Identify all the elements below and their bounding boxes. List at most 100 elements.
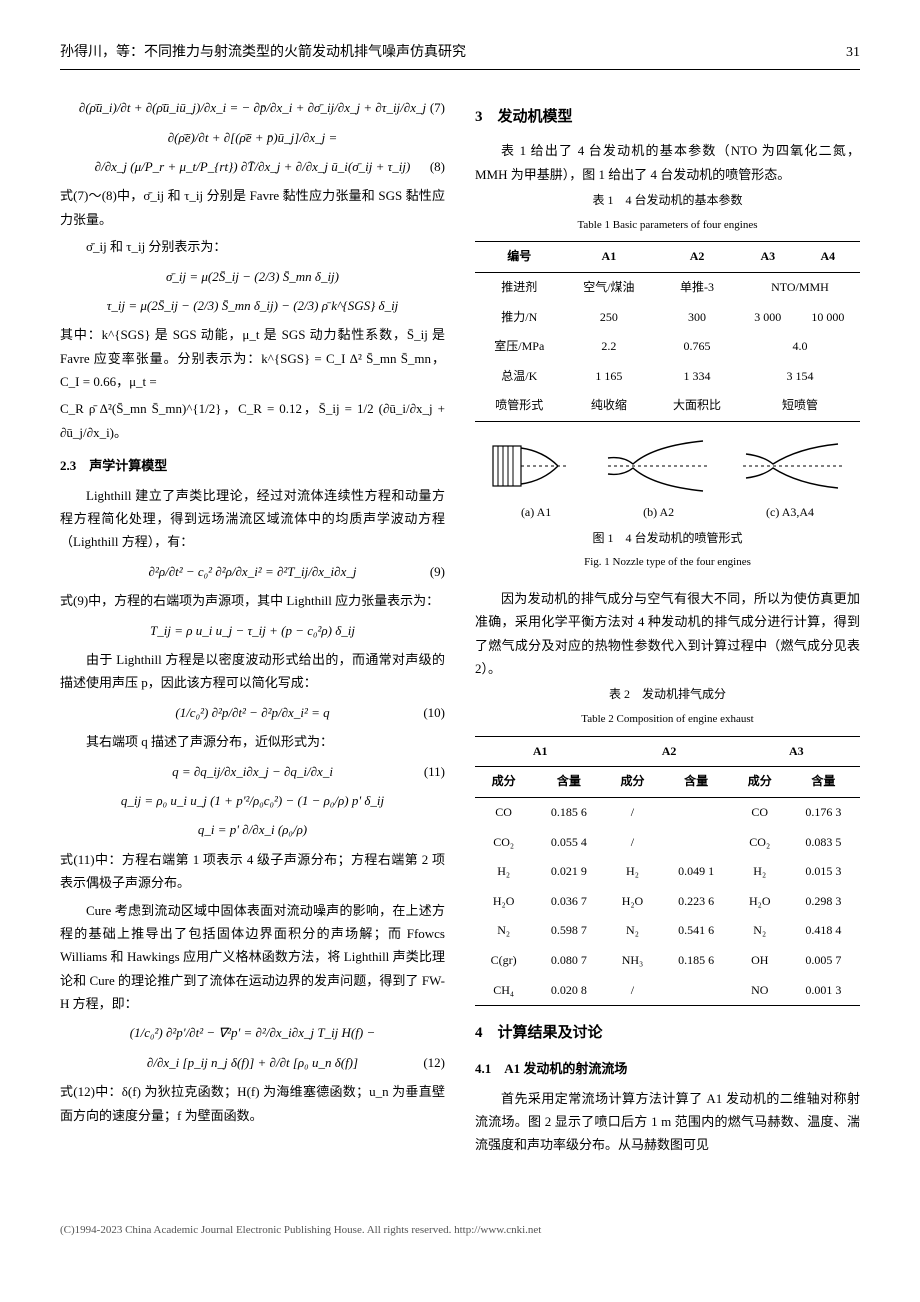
para-where1: 其中：k^{SGS} 是 SGS 动能，μ_t 是 SGS 动力黏性系数，S̄_…	[60, 323, 445, 393]
td: 1 165	[564, 362, 655, 392]
para-sec41: 首先采用定常流场计算方法计算了 A1 发动机的二维轴对称射流流场。图 2 显示了…	[475, 1087, 860, 1157]
para-sigma-tau-intro: σ̄_ij 和 τ_ij 分别表示为：	[60, 235, 445, 258]
equation-tau: τ_ij = μ(2S̄_ij − (2/3) S̄_mn δ_ij) − (2…	[60, 294, 445, 317]
table-row: H₂0.021 9H₂0.049 1H₂0.015 3	[475, 857, 860, 887]
td: 0.176 3	[787, 798, 860, 828]
td: 3 154	[740, 362, 860, 392]
left-column: ∂(ρ̄ū_i)/∂t + ∂(ρ̄ū_iū_j)/∂x_i = − ∂p̄/∂…	[60, 90, 445, 1161]
eq12-num: (12)	[423, 1051, 445, 1074]
table-row: 推进剂空气/煤油单推-3NTO/MMH	[475, 272, 860, 302]
td: 1 334	[654, 362, 740, 392]
td: 0.185 6	[532, 798, 605, 828]
td: 3 000	[740, 303, 796, 333]
td: 0.001 3	[787, 976, 860, 1006]
fig1-label-a: (a) A1	[521, 502, 551, 524]
header-title: 孙得川，等：不同推力与射流类型的火箭发动机排气噪声仿真研究	[60, 40, 466, 65]
para-q-intro: 其右端项 q 描述了声源分布，近似形式为：	[60, 730, 445, 753]
eq9-body: ∂²ρ/∂t² − c₀² ∂²ρ/∂x_i² = ∂²T_ij/∂x_i∂x_…	[149, 564, 357, 579]
eq11a-body: q = ∂q_ij/∂x_i∂x_j − ∂q_i/∂x_i	[172, 764, 333, 779]
td: N₂	[733, 916, 787, 946]
th: A2	[605, 736, 732, 767]
td: NO	[733, 976, 787, 1006]
equation-12a: (1/c₀²) ∂²p'/∂t² − ∇²p' = ∂²/∂x_i∂x_j T_…	[60, 1021, 445, 1044]
section-3-title: 3 发动机模型	[475, 104, 860, 131]
table1-caption: 表 1 4 台发动机的基本参数	[475, 190, 860, 212]
equation-11a: q = ∂q_ij/∂x_i∂x_j − ∂q_i/∂x_i (11)	[60, 760, 445, 783]
eq9-num: (9)	[430, 560, 445, 583]
eq8-body: ∂/∂x_j (μ/P_r + μ_t/P_{rt}) ∂T̄/∂x_j + ∂…	[95, 159, 411, 174]
equation-8b: ∂/∂x_j (μ/P_r + μ_t/P_{rt}) ∂T̄/∂x_j + ∂…	[60, 155, 445, 178]
td	[660, 828, 733, 858]
section-4-title: 4 计算结果及讨论	[475, 1020, 860, 1047]
td: N₂	[605, 916, 659, 946]
equation-10: (1/c₀²) ∂²p/∂t² − ∂²p/∂x_i² = q (10)	[60, 701, 445, 724]
td: N₂	[475, 916, 532, 946]
para-lighthill-1: Lighthill 建立了声类比理论，经过对流体连续性方程和动量方程方程简化处理…	[60, 484, 445, 554]
td: CO	[475, 798, 532, 828]
table-1-header-row: 编号 A1 A2 A3 A4	[475, 242, 860, 273]
th: 含量	[660, 767, 733, 798]
td: 0.298 3	[787, 887, 860, 917]
table1-caption-en: Table 1 Basic parameters of four engines	[475, 216, 860, 236]
equation-sigma: σ̄_ij = μ(2S̄_ij − (2/3) S̄_mn δ_ij)	[60, 265, 445, 288]
td: 0.083 5	[787, 828, 860, 858]
th: 成分	[475, 767, 532, 798]
td: NH₃	[605, 946, 659, 976]
td: 300	[654, 303, 740, 333]
td: 0.080 7	[532, 946, 605, 976]
td: /	[605, 828, 659, 858]
td: 0.598 7	[532, 916, 605, 946]
td: H₂	[475, 857, 532, 887]
table-row: 推力/N2503003 00010 000	[475, 303, 860, 333]
th: A2	[654, 242, 740, 273]
td: 室压/MPa	[475, 332, 564, 362]
page-footer: (C)1994-2023 China Academic Journal Elec…	[60, 1221, 860, 1241]
td: 0.005 7	[787, 946, 860, 976]
td: 纯收缩	[564, 391, 655, 421]
page-number: 31	[846, 40, 860, 65]
td: C(gr)	[475, 946, 532, 976]
td: 单推-3	[654, 272, 740, 302]
td: 0.036 7	[532, 887, 605, 917]
table2-caption-en: Table 2 Composition of engine exhaust	[475, 710, 860, 730]
td: 0.055 4	[532, 828, 605, 858]
td: 0.765	[654, 332, 740, 362]
td: 0.223 6	[660, 887, 733, 917]
td: /	[605, 798, 659, 828]
th: A1	[564, 242, 655, 273]
table-2: A1 A2 A3 成分 含量 成分 含量 成分 含量 CO0.185 6/CO0…	[475, 736, 860, 1006]
td: 0.021 9	[532, 857, 605, 887]
td: 4.0	[740, 332, 860, 362]
eq12-body: ∂/∂x_i [p_ij n_j δ(f)] + ∂/∂t [ρ₀ u_n δ(…	[147, 1055, 358, 1070]
fig1-label-c: (c) A3,A4	[766, 502, 814, 524]
equation-11b: q_ij = ρ₀ u_i u_j (1 + p'²/ρ₀c₀²) − (1 −…	[60, 789, 445, 812]
table-row: 室压/MPa2.20.7654.0	[475, 332, 860, 362]
td: 250	[564, 303, 655, 333]
td: 短喷管	[740, 391, 860, 421]
td: CO₂	[475, 828, 532, 858]
table-2-sub-row: 成分 含量 成分 含量 成分 含量	[475, 767, 860, 798]
td: CO	[733, 798, 787, 828]
table-row: C(gr)0.080 7NH₃0.185 6OH0.005 7	[475, 946, 860, 976]
table-row: 总温/K1 1651 3343 154	[475, 362, 860, 392]
para-after-eq9: 式(9)中，方程的右端项为声源项，其中 Lighthill 应力张量表示为：	[60, 589, 445, 612]
td: CH₄	[475, 976, 532, 1006]
td: 0.049 1	[660, 857, 733, 887]
table-row: H₂O0.036 7H₂O0.223 6H₂O0.298 3	[475, 887, 860, 917]
th: 含量	[532, 767, 605, 798]
eq11-num: (11)	[424, 760, 445, 783]
nozzle-a2-icon	[603, 436, 713, 496]
table-1: 编号 A1 A2 A3 A4 推进剂空气/煤油单推-3NTO/MMH推力/N25…	[475, 241, 860, 422]
nozzle-a34-icon	[738, 436, 848, 496]
equation-11c: q_i = p' ∂/∂x_i (ρ₀/ρ)	[60, 818, 445, 841]
td: 空气/煤油	[564, 272, 655, 302]
eq10-num: (10)	[423, 701, 445, 724]
eq8-num: (8)	[430, 155, 445, 178]
table-row: CO₂0.055 4/CO₂0.083 5	[475, 828, 860, 858]
page-header: 孙得川，等：不同推力与射流类型的火箭发动机排气噪声仿真研究 31	[60, 40, 860, 70]
td: OH	[733, 946, 787, 976]
para-sec3-b: 因为发动机的排气成分与空气有很大不同，所以为使仿真更加准确，采用化学平衡方法对 …	[475, 587, 860, 681]
th: A4	[796, 242, 860, 273]
equation-9: ∂²ρ/∂t² − c₀² ∂²ρ/∂x_i² = ∂²T_ij/∂x_i∂x_…	[60, 560, 445, 583]
td: 推进剂	[475, 272, 564, 302]
